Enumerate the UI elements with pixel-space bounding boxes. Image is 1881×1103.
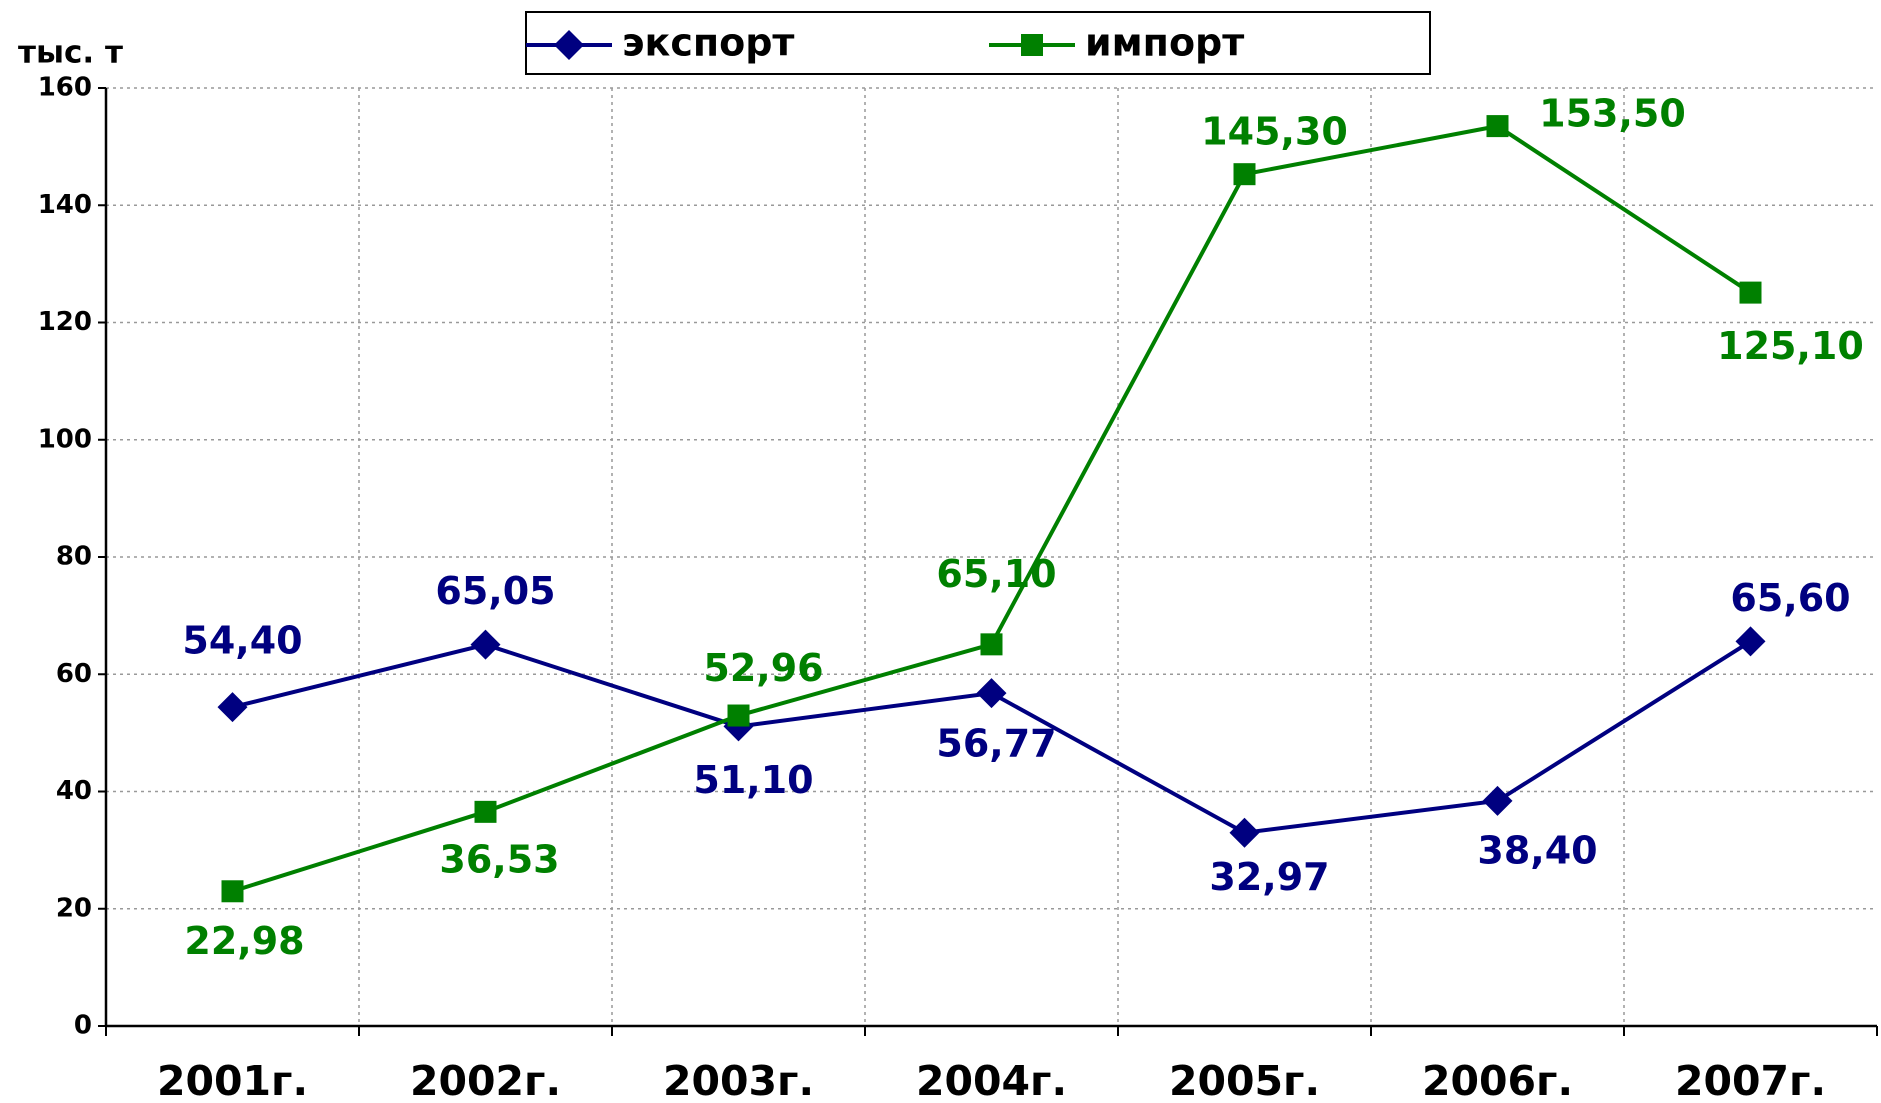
value-label: 38,40: [1477, 828, 1597, 872]
point: [1229, 817, 1260, 848]
y-tick-label: 40: [56, 776, 92, 806]
y-tick-label: 0: [74, 1011, 92, 1041]
y-tick-label: 60: [56, 659, 92, 689]
value-label: 36,53: [439, 837, 559, 881]
point: [474, 800, 497, 823]
x-tick-label: 2003г.: [663, 1057, 814, 1103]
y-tick-label: 20: [56, 893, 92, 923]
x-tick-label: 2001г.: [157, 1057, 308, 1103]
x-tick-label: 2002г.: [410, 1057, 561, 1103]
x-tick-label: 2006г.: [1422, 1057, 1573, 1103]
legend-box: [525, 11, 1431, 75]
x-tick-label: 2004г.: [916, 1057, 1067, 1103]
value-label: 22,98: [184, 919, 304, 963]
point: [976, 678, 1007, 709]
value-label: 145,30: [1201, 110, 1348, 154]
point: [221, 880, 244, 903]
legend-marker: [554, 30, 584, 60]
point: [1233, 163, 1256, 186]
value-label: 54,40: [182, 619, 302, 663]
legend-label: импорт: [1085, 21, 1244, 65]
y-tick-label: 160: [38, 73, 92, 103]
y-tick-label: 100: [38, 424, 92, 454]
legend-marker: [1021, 34, 1043, 56]
value-label: 65,10: [936, 552, 1056, 596]
point: [1486, 115, 1509, 138]
value-label: 153,50: [1539, 92, 1686, 136]
y-tick-label: 80: [56, 542, 92, 572]
point: [1482, 785, 1513, 816]
point: [980, 633, 1003, 656]
value-label: 56,77: [936, 722, 1056, 766]
y-tick-label: 140: [38, 190, 92, 220]
x-tick-label: 2005г.: [1169, 1057, 1320, 1103]
point: [217, 692, 248, 723]
point: [1739, 281, 1762, 304]
value-label: 51,10: [693, 758, 813, 802]
point: [1735, 626, 1766, 657]
point: [470, 629, 501, 660]
value-label: 125,10: [1717, 324, 1864, 368]
value-label: 32,97: [1209, 855, 1329, 899]
series: 54,40 65,05 51,10 56,77 32,97 38,40 65,60: [182, 569, 1850, 899]
x-tick-label: 2007г.: [1675, 1057, 1826, 1103]
series: 22,98 36,53 52,96 65,10 145,30 153,50 125,10: [184, 92, 1863, 963]
y-axis-label: тыс. т: [18, 35, 123, 71]
legend-label: экспорт: [622, 21, 794, 65]
series-line: [231, 123, 1752, 894]
y-tick-label: 120: [38, 307, 92, 337]
value-label: 65,05: [435, 569, 555, 613]
value-label: 65,60: [1730, 576, 1850, 620]
point: [727, 704, 750, 727]
value-label: 52,96: [703, 646, 823, 690]
